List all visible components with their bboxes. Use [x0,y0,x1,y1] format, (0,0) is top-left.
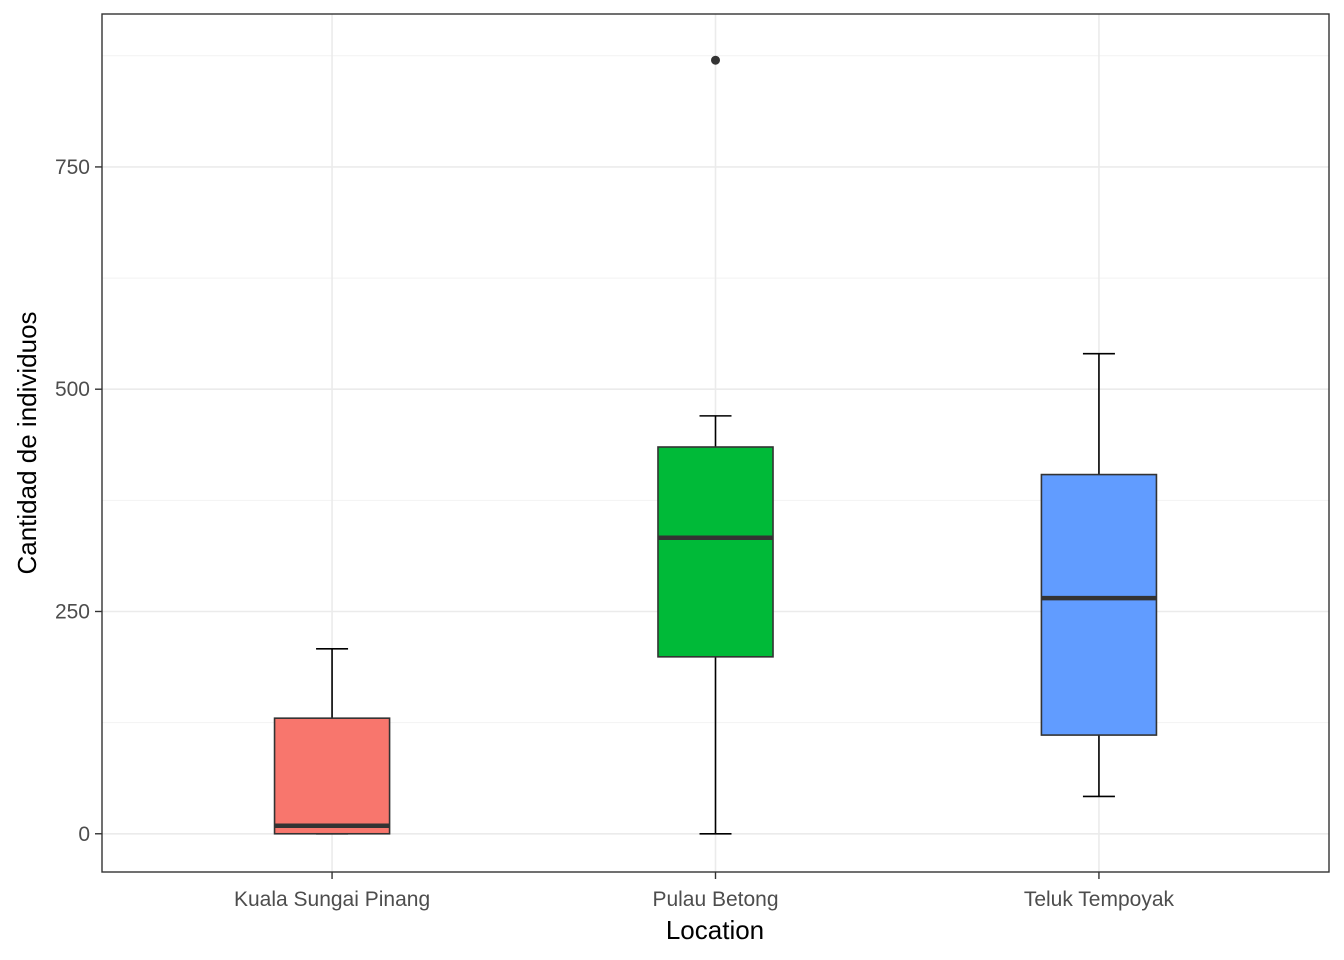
y-tick-label: 0 [78,823,90,846]
y-axis-title: Cantidad de individuos [12,311,42,574]
y-tick-label: 250 [55,600,90,623]
box-group [657,55,774,835]
outlier-point [711,55,720,65]
box-group [273,648,391,835]
x-tick-label: Kuala Sungai Pinang [234,888,430,911]
y-tick-label: 500 [55,378,90,401]
boxes [273,55,1158,835]
x-axis: Kuala Sungai Pinang Pulau Betong Teluk Tem… [234,872,1175,911]
box-group [1040,352,1158,798]
box [1040,473,1158,736]
box [657,446,774,658]
x-tick-label: Pulau Betong [652,888,778,911]
y-tick-label: 750 [55,156,90,179]
box [273,717,391,835]
y-axis: 0 250 500 750 [55,156,102,846]
x-axis-title: Location [666,915,764,945]
x-tick-label: Teluk Tempoyak [1024,888,1175,911]
